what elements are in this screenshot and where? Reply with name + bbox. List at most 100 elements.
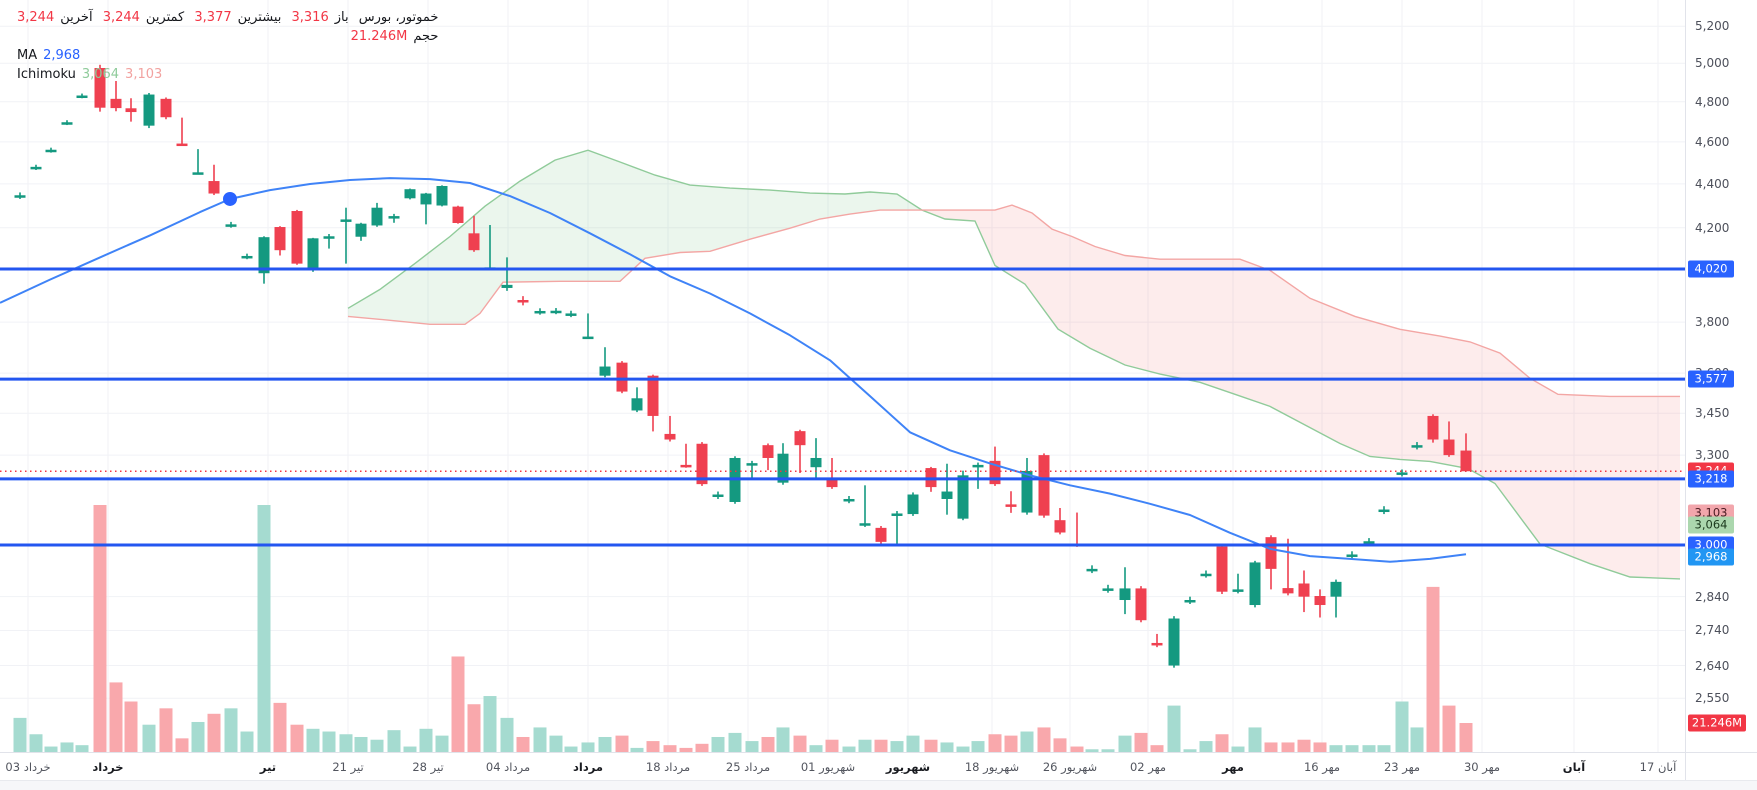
volume-bar [1345, 745, 1359, 752]
chart-legend: خموتور، بورس باز 3,316 بیشترین 3,377 کمتری… [14, 8, 441, 84]
price-tick-label: 4,800 [1695, 94, 1730, 109]
price-badge: 3,218 [1688, 470, 1734, 488]
time-tick-label: 28 تیر [412, 760, 444, 774]
symbol-ohlc-row[interactable]: خموتور، بورس باز 3,316 بیشترین 3,377 کمتری… [14, 8, 441, 27]
volume-bar [240, 731, 254, 752]
volume-bar [1231, 746, 1245, 752]
candle-body [989, 460, 1001, 485]
candle-body [1411, 445, 1423, 448]
candle-body [550, 310, 562, 314]
price-badge: 3,064 [1688, 516, 1734, 534]
volume-bar [13, 717, 27, 752]
volume-bar [533, 727, 547, 752]
volume-bar [1395, 701, 1409, 752]
candle-body [907, 494, 919, 515]
candle-body [1427, 415, 1439, 440]
candle-body [143, 94, 155, 126]
candle-body [1282, 588, 1294, 594]
volume-bar [988, 734, 1002, 752]
volume-bar [1426, 586, 1440, 752]
candle-body [160, 98, 172, 118]
volume-bar [906, 735, 920, 752]
price-tick-label: 3,300 [1695, 448, 1730, 463]
volume-bar [1442, 705, 1456, 752]
candle-body [565, 313, 577, 316]
volume-bar [1070, 746, 1084, 752]
candle-body [1119, 588, 1131, 601]
volume-row[interactable]: حجم 21.246M [14, 27, 441, 46]
volume-bar [630, 747, 644, 752]
volume-bar [370, 739, 384, 752]
time-tick-label: 21 تیر [332, 760, 364, 774]
candle-body [241, 255, 253, 259]
volume-bar [1053, 738, 1067, 752]
candle-body [1021, 470, 1033, 513]
volume-bar [940, 742, 954, 752]
ma-value: 2,968 [43, 48, 81, 63]
candle-body [1232, 589, 1244, 592]
candle-body [76, 95, 88, 99]
volume-bar [842, 746, 856, 752]
volume-bar [1459, 723, 1473, 752]
low-value: 3,244 [102, 10, 140, 25]
price-tick-label: 2,840 [1695, 589, 1730, 604]
volume-bar [1085, 749, 1099, 752]
candle-body [599, 366, 611, 376]
volume-bar [124, 701, 138, 752]
volume-bar [483, 696, 497, 752]
volume-bar [793, 735, 807, 752]
candle-body [680, 464, 692, 468]
volume-bar [1410, 727, 1424, 752]
candle-body [1396, 472, 1408, 475]
candle-body [1168, 618, 1180, 666]
volume-bar [1264, 742, 1278, 752]
time-tick-month: تیر [259, 760, 277, 774]
candle-body [94, 68, 106, 108]
time-tick-label: 04 مرداد [485, 760, 531, 774]
candle-body [1346, 554, 1358, 557]
time-tick-label: 18 مرداد [645, 760, 691, 774]
candle-body [1363, 541, 1375, 544]
candle-body [582, 336, 594, 340]
volume-bar [273, 702, 287, 752]
candle-body [388, 216, 400, 219]
volume-bar [159, 708, 173, 752]
volume-bar [93, 505, 107, 752]
volume-bar [191, 721, 205, 752]
candle-body [125, 108, 137, 113]
candle-body [307, 238, 319, 271]
candle-body [208, 181, 220, 194]
volume-bar [60, 742, 74, 752]
time-axis[interactable]: 03 خرداد خرداد تیر 21 تیر 28 تیر 04 مرداد مردا… [0, 752, 1757, 781]
price-tick-label: 4,400 [1695, 176, 1730, 191]
price-tick-label: 4,200 [1695, 220, 1730, 235]
volume-bar [207, 713, 221, 752]
volume-bar [1248, 727, 1262, 752]
candle-body [340, 219, 352, 222]
price-tick-label: 2,640 [1695, 658, 1730, 673]
candle-body [1054, 520, 1066, 533]
candle-body [291, 211, 303, 264]
candle-body [1038, 455, 1050, 516]
volume-bar [224, 708, 238, 752]
price-axis[interactable]: 5,2005,0004,8004,6004,4004,2003,8003,600… [1685, 0, 1757, 752]
ma-marker-dot [223, 191, 237, 206]
volume-bar [564, 746, 578, 752]
volume-bar [1150, 745, 1164, 752]
candle-body [225, 224, 237, 227]
ichimoku-senkou-a-value: 3,064 [81, 67, 120, 82]
candle-body [957, 475, 969, 519]
candle-body [436, 185, 448, 206]
price-tick-label: 5,000 [1695, 56, 1730, 71]
candle-body [420, 193, 432, 205]
candle-body [517, 300, 529, 303]
ichimoku-row[interactable]: Ichimoku 3,064 3,103 [14, 65, 441, 84]
volume-bar [858, 739, 872, 752]
candle-body [1314, 596, 1326, 606]
last-value: 3,244 [17, 10, 55, 25]
candle-body [777, 453, 789, 483]
ma-row[interactable]: MA 2,968 [14, 46, 441, 65]
candle-body [355, 223, 367, 237]
